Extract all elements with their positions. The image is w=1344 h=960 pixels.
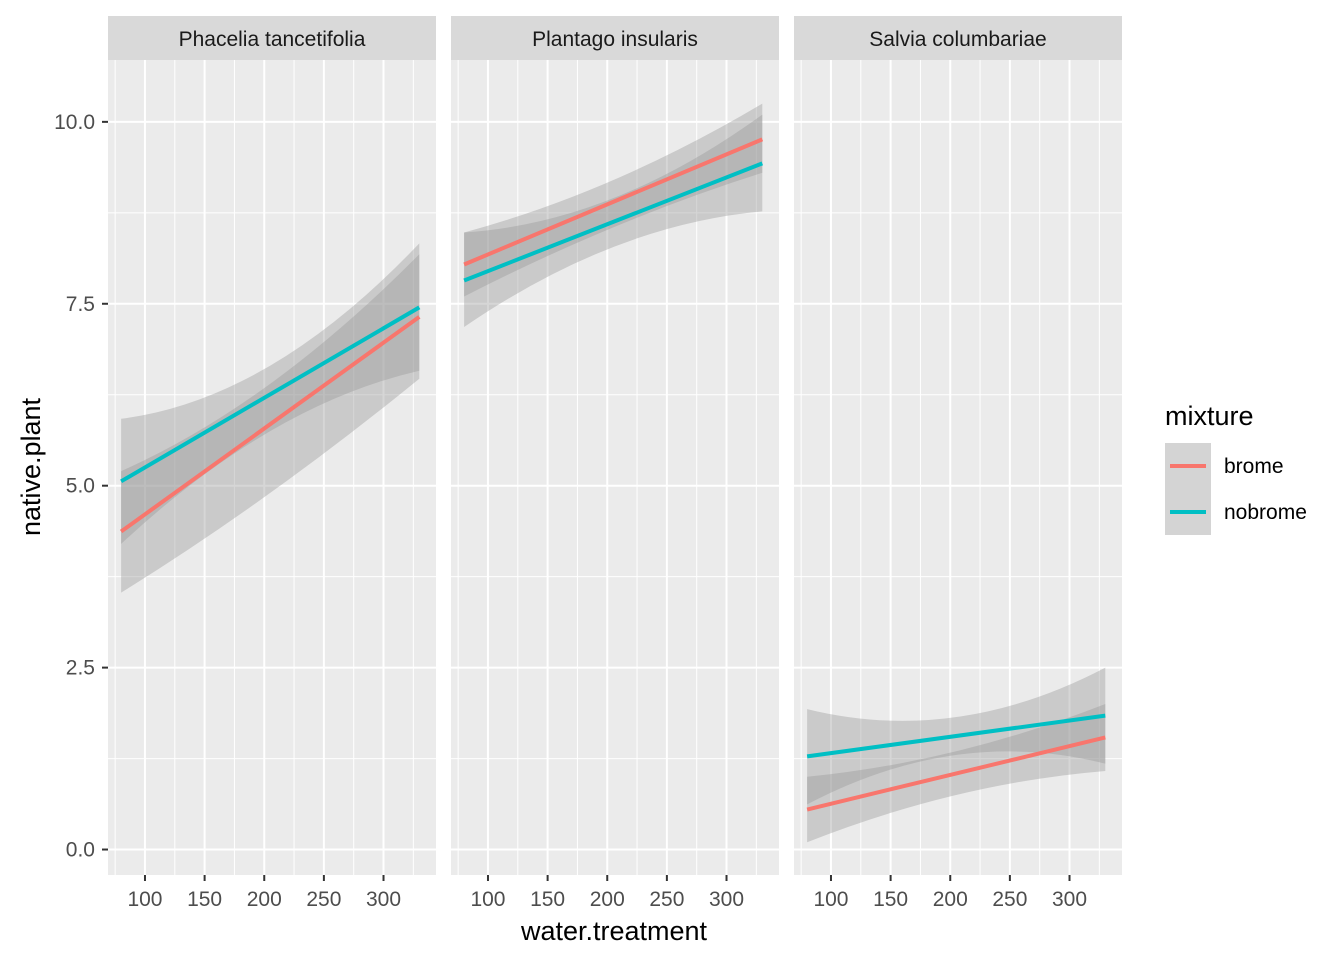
x-tick-label: 100 [127, 888, 162, 911]
x-tick-label: 200 [247, 888, 282, 911]
legend-label-nobrome: nobrome [1224, 501, 1307, 524]
facet-strip-label: Salvia columbariae [869, 28, 1046, 51]
legend-label-brome: brome [1224, 455, 1284, 478]
x-tick-label: 100 [813, 888, 848, 911]
x-tick-label: 200 [590, 888, 625, 911]
x-tick-label: 150 [873, 888, 908, 911]
y-tick-label: 5.0 [66, 475, 95, 498]
x-tick-label: 100 [470, 888, 505, 911]
y-tick-label: 10.0 [54, 111, 95, 134]
facet-strip [108, 16, 436, 60]
facet-strip [451, 16, 779, 60]
x-axis-title: water.treatment [520, 916, 708, 946]
fit-line-nobrome [463, 161, 764, 283]
panel-2: Salvia columbariae 100 150 200 250 300 [794, 16, 1122, 911]
x-tick-label: 150 [530, 888, 565, 911]
fit-line-nobrome [806, 713, 1106, 759]
fit-line-nobrome [120, 305, 421, 484]
y-tick-label: 0.0 [66, 839, 95, 862]
fit-line-brome [806, 735, 1106, 812]
fit-line-brome [463, 137, 764, 267]
x-tick-label: 250 [649, 888, 684, 911]
facet-strip-label: Plantago insularis [532, 28, 698, 51]
fit-line-brome [119, 315, 421, 534]
panel-background [451, 60, 779, 875]
x-tick-label: 300 [1052, 888, 1087, 911]
y-axis-title: native.plant [16, 397, 46, 536]
x-tick-label: 300 [709, 888, 744, 911]
x-tick-label: 150 [187, 888, 222, 911]
panel-1: Plantago insularis 100 150 200 250 300 [451, 16, 779, 911]
panel-background [108, 60, 436, 875]
facet-strip [794, 16, 1122, 60]
x-tick-label: 200 [933, 888, 968, 911]
x-tick-label: 250 [306, 888, 341, 911]
legend-title: mixture [1165, 401, 1254, 431]
x-tick-label: 300 [366, 888, 401, 911]
panel-background [794, 60, 1122, 875]
y-tick-label: 2.5 [66, 657, 95, 680]
facet-strip-label: Phacelia tancetifolia [179, 28, 366, 51]
x-tick-label: 250 [992, 888, 1027, 911]
panel-0: Phacelia tancetifolia 100 150 200 250 300 [108, 16, 436, 911]
legend: mixture brome nobrome [1165, 401, 1307, 535]
y-tick-label: 7.5 [66, 293, 95, 316]
